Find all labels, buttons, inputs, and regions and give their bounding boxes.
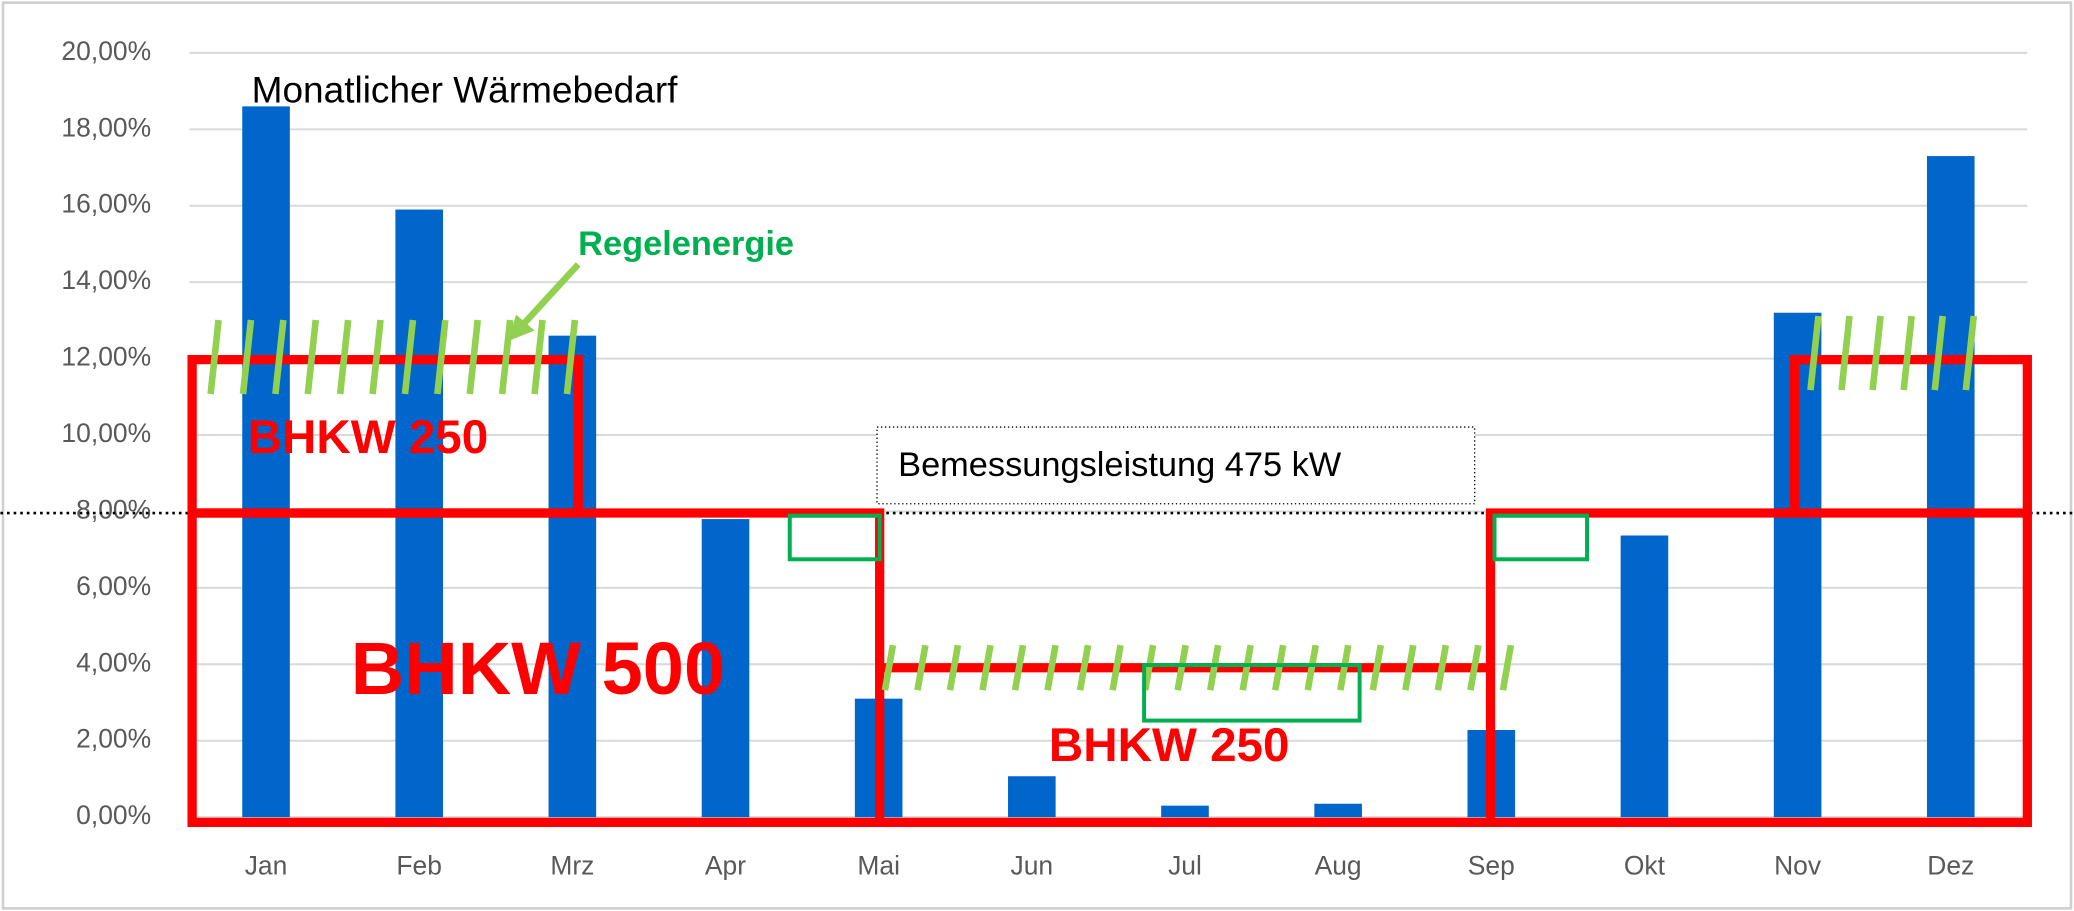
box [1142,663,1362,723]
hatch-line [531,319,546,395]
annotation: BHKW 250 [1049,719,1290,772]
region [187,355,2032,828]
x-tick-label: Aug [1315,850,1362,880]
hatch-line [1434,644,1450,691]
x-tick-label: Mai [857,850,900,880]
annotation: BHKW 500 [351,627,725,710]
y-tick-label: 8,00% [76,494,151,524]
y-tick-label: 12,00% [61,342,151,372]
hatch-line [1931,315,1946,391]
x-tick-label: Feb [396,850,442,880]
bar [1161,805,1209,818]
x-tick-label: Nov [1774,850,1822,880]
hatch-line [272,319,287,395]
arrow [517,262,581,331]
y-tick-label: 18,00% [61,112,151,142]
hatch-line [1109,644,1124,691]
hatch-line [979,644,994,691]
hatch-line [1011,644,1027,691]
hatch-line [1467,644,1482,691]
y-tick-label: 20,00% [61,36,151,66]
hatch-line [1499,644,1515,691]
hatch-line [881,644,897,691]
arrow-head [508,314,535,342]
bar [701,519,750,818]
bar [548,335,597,818]
box [1492,513,1590,562]
hatch-line [1076,644,1092,691]
x-tick-label: Okt [1624,850,1666,880]
hatch-line [1869,315,1884,391]
hatch-line [1402,644,1417,691]
box [787,513,882,562]
hatching [207,315,1978,691]
hatch-line [1174,644,1189,691]
annotation: BHKW 250 [248,411,489,464]
label-box [876,426,1476,505]
hatch-line [434,319,449,395]
hatch-line [1044,644,1059,691]
hatch-line [1272,644,1287,691]
hatch-line [914,644,929,691]
hatch-line [1304,644,1319,691]
bar [1008,776,1056,818]
y-tick-label: 14,00% [61,265,151,295]
bar [1620,535,1669,818]
hatch-line [1838,315,1853,391]
x-tick-label: Sep [1468,850,1515,880]
region [192,508,885,823]
grid: 0,00% 2,00% 4,00% 6,00% 8,00% 10,00% 12,00% 14,… [61,36,2028,880]
hatch-line [1206,644,1222,691]
bar [1314,803,1362,818]
x-tick-label: Dez [1927,850,1974,880]
y-tick-label: 4,00% [76,647,151,677]
overlay [0,262,2074,828]
chart-title: Monatlicher Wärmebedarf [252,68,679,110]
hatch-line [1239,644,1254,691]
annotation: Bemessungsleistung 475 kW [898,446,1342,484]
hatch-line [239,319,255,395]
y-tick-label: 6,00% [76,571,151,601]
x-tick-label: Jan [245,850,288,880]
annotation: Regelenergie [578,225,794,263]
hatch-line [1900,315,1915,391]
hatch-line [498,319,514,395]
hatch-line [563,319,579,395]
y-tick-label: 16,00% [61,189,151,219]
bar [1926,156,1975,818]
x-tick-label: Jul [1168,850,1202,880]
hatch-line [946,644,962,691]
hatch-line [1962,315,1978,391]
x-tick-label: Jun [1011,850,1054,880]
hatch-line [207,319,222,395]
hatch-line [336,319,352,395]
hatch-line [401,319,417,395]
hatch-line [1369,644,1385,691]
hatch-line [1807,315,1822,391]
hatch-line [369,319,384,395]
region [1485,508,2028,823]
y-tick-label: 10,00% [61,418,151,448]
hatch-line [1141,644,1157,691]
y-tick-label: 2,00% [76,724,151,754]
y-tick-label: 0,00% [76,800,151,830]
bar [242,106,290,818]
x-tick-label: Apr [705,850,746,880]
hatch-line [1337,644,1352,691]
x-tick-label: Mrz [550,850,594,880]
hatch-line [466,319,481,395]
hatch-line [304,319,320,395]
